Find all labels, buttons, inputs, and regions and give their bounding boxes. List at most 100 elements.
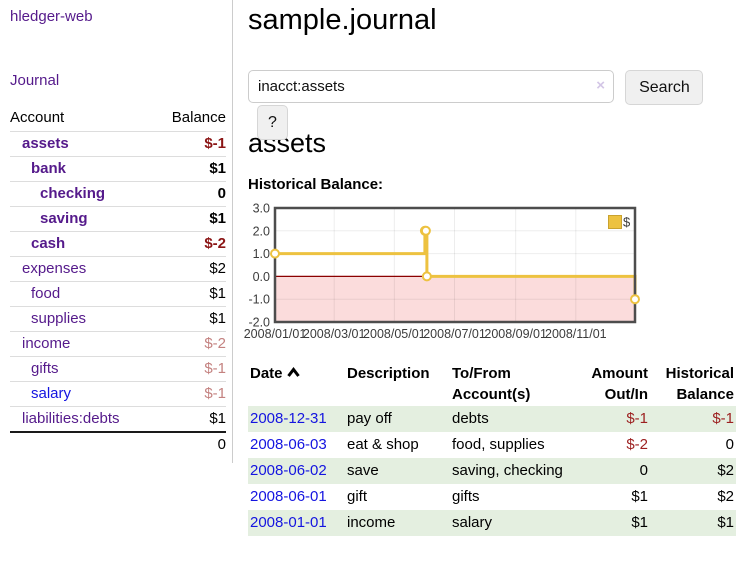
account-row: liabilities:debts $1 [10, 407, 226, 433]
accounts-balance-table: Account Balance assets $-1 bank $1 checking 0… [10, 105, 226, 457]
account-balance: $2 [154, 257, 226, 282]
table-row: 2008-01-01incomesalary$1$1 [248, 510, 736, 536]
account-balance: $-1 [154, 382, 226, 407]
account-balance: $-1 [154, 132, 226, 157]
account-row: checking 0 [10, 182, 226, 207]
transaction-accounts: gifts [450, 484, 580, 510]
transaction-balance: $2 [650, 458, 736, 484]
transaction-amount: $-2 [580, 432, 650, 458]
svg-text:0.0: 0.0 [253, 270, 270, 284]
account-row: cash $-2 [10, 232, 226, 257]
search-row: × Search ? [248, 70, 742, 105]
account-row: bank $1 [10, 157, 226, 182]
chevron-up-icon [287, 363, 300, 384]
transaction-balance: $-1 [650, 406, 736, 432]
transaction-description: gift [345, 484, 450, 510]
register-table: Date Description To/From Account(s) Amou… [248, 362, 736, 536]
transaction-date-link[interactable]: 2008-12-31 [250, 410, 327, 427]
transaction-balance: 0 [650, 432, 736, 458]
table-row: 2008-12-31pay offdebts$-1$-1 [248, 406, 736, 432]
sidebar-account-link-gifts[interactable]: gifts [31, 360, 59, 377]
transaction-date-link[interactable]: 2008-06-03 [250, 436, 327, 453]
search-input[interactable] [248, 70, 614, 103]
accounts-header-account: Account [10, 105, 154, 132]
sidebar-account-link-cash[interactable]: cash [31, 235, 65, 252]
search-box: × [248, 70, 614, 103]
account-balance: 0 [154, 182, 226, 207]
account-row: assets $-1 [10, 132, 226, 157]
account-balance: $1 [154, 207, 226, 232]
column-header-accounts: To/From Account(s) [450, 362, 580, 406]
transaction-accounts: debts [450, 406, 580, 432]
clear-search-icon[interactable]: × [596, 78, 605, 94]
account-row: saving $1 [10, 207, 226, 232]
search-button[interactable]: Search [625, 70, 703, 105]
column-header-date[interactable]: Date [248, 362, 345, 406]
sidebar-account-link-income[interactable]: income [22, 335, 70, 352]
account-row: income $-2 [10, 332, 226, 357]
sidebar-item-journal[interactable]: Journal [10, 72, 226, 89]
accounts-total-row: 0 [10, 432, 226, 457]
chart-canvas: $3.02.01.00.0-1.0-2.02008/01/012008/03/0… [243, 201, 643, 343]
svg-text:1.0: 1.0 [253, 247, 270, 261]
svg-text:2008/09/01: 2008/09/01 [484, 327, 547, 341]
sidebar-account-link-assets[interactable]: assets [22, 135, 69, 152]
sidebar-account-link-salary[interactable]: salary [31, 385, 71, 402]
transaction-amount: 0 [580, 458, 650, 484]
transaction-amount: $1 [580, 510, 650, 536]
account-balance: $1 [154, 307, 226, 332]
transaction-description: eat & shop [345, 432, 450, 458]
sidebar-account-link-liabilities-debts[interactable]: liabilities:debts [22, 410, 120, 427]
account-row: salary $-1 [10, 382, 226, 407]
transaction-amount: $-1 [580, 406, 650, 432]
column-header-balance: Historical Balance [650, 362, 736, 406]
account-balance: $1 [154, 282, 226, 307]
transaction-accounts: salary [450, 510, 580, 536]
sidebar-account-link-expenses[interactable]: expenses [22, 260, 86, 277]
help-button[interactable]: ? [257, 105, 288, 140]
account-row: gifts $-1 [10, 357, 226, 382]
transaction-balance: $1 [650, 510, 736, 536]
column-header-description: Description [345, 362, 450, 406]
svg-text:2008/01/01: 2008/01/01 [244, 327, 307, 341]
sidebar-account-link-checking[interactable]: checking [40, 185, 105, 202]
svg-text:2.0: 2.0 [253, 224, 270, 238]
account-balance: $1 [154, 407, 226, 433]
transaction-description: save [345, 458, 450, 484]
account-title: assets [248, 128, 742, 159]
account-row: supplies $1 [10, 307, 226, 332]
account-row: expenses $2 [10, 257, 226, 282]
transaction-description: pay off [345, 406, 450, 432]
account-balance: $1 [154, 157, 226, 182]
historical-balance-chart: $3.02.01.00.0-1.0-2.02008/01/012008/03/0… [243, 201, 643, 343]
column-header-amount: Amount Out/In [580, 362, 650, 406]
transaction-date-link[interactable]: 2008-06-01 [250, 488, 327, 505]
transaction-accounts: food, supplies [450, 432, 580, 458]
transaction-date-link[interactable]: 2008-01-01 [250, 514, 327, 531]
sidebar-account-link-supplies[interactable]: supplies [31, 310, 86, 327]
transaction-amount: $1 [580, 484, 650, 510]
transaction-date-link[interactable]: 2008-06-02 [250, 462, 327, 479]
account-balance: $-2 [154, 332, 226, 357]
accounts-total-value: 0 [154, 432, 226, 457]
page-title: sample.journal [248, 4, 742, 37]
accounts-header-balance: Balance [154, 105, 226, 132]
svg-text:$: $ [623, 215, 631, 230]
main-content: sample.journal × Search ? assets Histori… [248, 0, 742, 193]
sidebar-account-link-food[interactable]: food [31, 285, 60, 302]
transaction-accounts: saving, checking [450, 458, 580, 484]
app-brand-link[interactable]: hledger-web [10, 8, 226, 25]
svg-text:2008/05/01: 2008/05/01 [363, 327, 426, 341]
account-balance: $-2 [154, 232, 226, 257]
sidebar: hledger-web Journal Account Balance asse… [0, 0, 233, 463]
svg-text:-1.0: -1.0 [248, 293, 270, 307]
chart-title: Historical Balance: [248, 176, 742, 193]
svg-text:2008/07/01: 2008/07/01 [423, 327, 486, 341]
transaction-description: income [345, 510, 450, 536]
sidebar-account-link-saving[interactable]: saving [40, 210, 88, 227]
accounts-header-row: Account Balance [10, 105, 226, 132]
table-row: 2008-06-03 eat & shopfood, supplies$-20 [248, 432, 736, 458]
sidebar-account-link-bank[interactable]: bank [31, 160, 66, 177]
svg-text:2008/11/01: 2008/11/01 [545, 327, 607, 341]
account-balance: $-1 [154, 357, 226, 382]
